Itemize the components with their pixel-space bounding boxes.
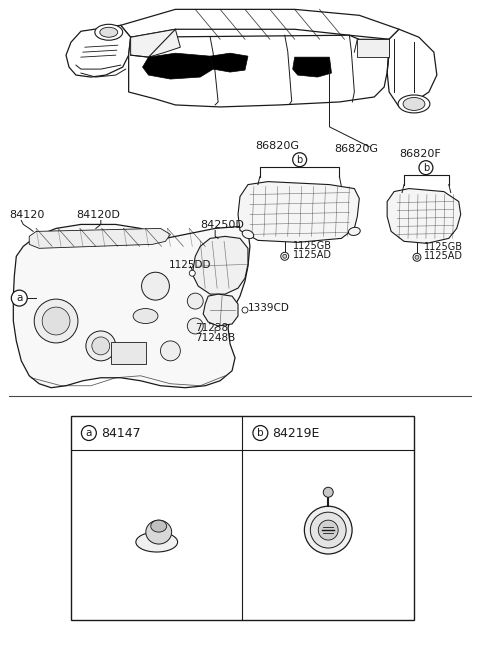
Text: 84147: 84147	[101, 426, 141, 439]
Text: 1125AD: 1125AD	[424, 251, 463, 261]
Text: 1125DD: 1125DD	[168, 260, 211, 270]
Ellipse shape	[136, 532, 178, 552]
Text: 84120D: 84120D	[76, 211, 120, 220]
Text: 86820G: 86820G	[255, 141, 299, 151]
Polygon shape	[238, 182, 360, 242]
Text: 86820F: 86820F	[399, 149, 441, 159]
Text: 71238: 71238	[195, 323, 228, 333]
Bar	[111, 342, 145, 364]
Ellipse shape	[100, 27, 118, 37]
Polygon shape	[13, 224, 250, 388]
Circle shape	[318, 520, 338, 540]
Circle shape	[187, 318, 203, 334]
Circle shape	[283, 255, 287, 258]
Circle shape	[42, 307, 70, 335]
Text: b: b	[257, 428, 264, 438]
Polygon shape	[131, 29, 180, 57]
Polygon shape	[387, 29, 437, 107]
Polygon shape	[192, 236, 248, 294]
Polygon shape	[203, 294, 238, 326]
Circle shape	[419, 161, 433, 174]
Circle shape	[415, 255, 419, 259]
Circle shape	[189, 270, 195, 276]
Text: a: a	[86, 428, 92, 438]
Ellipse shape	[348, 227, 360, 235]
Polygon shape	[293, 57, 332, 77]
Circle shape	[281, 253, 288, 260]
Text: 86820G: 86820G	[335, 144, 378, 154]
Circle shape	[253, 426, 268, 441]
Circle shape	[413, 253, 421, 261]
Ellipse shape	[398, 95, 430, 113]
Ellipse shape	[242, 230, 254, 238]
Text: 84219E: 84219E	[272, 426, 320, 439]
Polygon shape	[120, 9, 399, 39]
Circle shape	[34, 299, 78, 343]
Text: 1339CD: 1339CD	[248, 303, 290, 313]
Polygon shape	[129, 36, 389, 107]
Circle shape	[187, 293, 203, 309]
Circle shape	[242, 307, 248, 313]
Bar	[71, 415, 414, 620]
Text: 71248B: 71248B	[195, 333, 236, 343]
Text: 84250D: 84250D	[200, 220, 244, 231]
Text: 84120: 84120	[9, 211, 45, 220]
Text: b: b	[423, 163, 429, 172]
Text: b: b	[297, 154, 303, 165]
Circle shape	[12, 290, 27, 306]
Ellipse shape	[151, 520, 167, 532]
Ellipse shape	[403, 98, 425, 110]
Circle shape	[304, 506, 352, 554]
Text: a: a	[16, 293, 23, 303]
Circle shape	[293, 152, 307, 167]
Text: 1125GB: 1125GB	[424, 242, 463, 253]
Circle shape	[323, 487, 333, 497]
Polygon shape	[66, 25, 131, 77]
Circle shape	[86, 331, 116, 361]
Circle shape	[311, 512, 346, 548]
Polygon shape	[143, 53, 213, 79]
Polygon shape	[357, 39, 389, 57]
Polygon shape	[210, 53, 248, 72]
Circle shape	[92, 337, 110, 355]
Circle shape	[82, 426, 96, 441]
Polygon shape	[29, 229, 170, 248]
Text: 1125GB: 1125GB	[293, 242, 332, 251]
Ellipse shape	[146, 520, 172, 544]
Polygon shape	[387, 189, 461, 244]
Ellipse shape	[95, 25, 123, 40]
Text: 1125AD: 1125AD	[293, 250, 332, 260]
Circle shape	[142, 272, 169, 300]
Ellipse shape	[133, 309, 158, 324]
Circle shape	[160, 341, 180, 361]
